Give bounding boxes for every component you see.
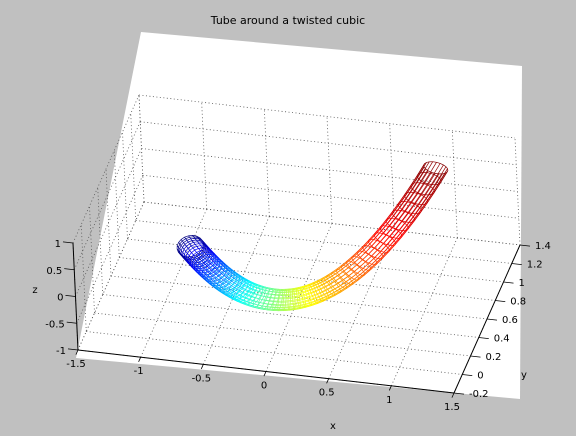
z-tick-label: 1 [55,239,61,250]
z-tick-label: 0 [57,293,63,304]
y-axis-label: y [521,370,527,381]
y-tick-label: -0.2 [469,389,489,400]
z-tick-mark [65,295,75,296]
y-tick-label: 0.4 [494,334,510,345]
y-tick-label: 1.2 [527,260,543,271]
z-tick-mark [63,242,73,243]
x-tick-label: -1 [134,366,144,377]
axes-box [76,32,522,399]
z-tick-mark [68,349,78,350]
y-tick-label: 0.8 [510,297,526,308]
x-axis-label: x [330,421,336,432]
y-tick-label: 0.2 [486,352,502,363]
y-tick-label: 0.6 [502,315,518,326]
z-tick-label: -1 [56,346,66,357]
y-tick-label: 1.4 [535,241,551,252]
x-tick-mark [452,393,454,398]
x-tick-label: -1.5 [66,359,86,370]
x-tick-label: 1 [386,395,392,406]
z-tick-mark [67,322,77,323]
z-tick-label: 0.5 [46,266,62,277]
z-tick-mark [64,269,74,270]
x-tick-label: 0 [261,381,267,392]
y-tick-label: 1 [519,278,525,289]
x-tick-label: 1.5 [444,402,460,413]
z-axis-label: z [32,285,37,296]
y-tick-label: 0 [477,371,483,382]
x-tick-label: 0.5 [319,388,335,399]
chart-title: Tube around a twisted cubic [210,14,365,27]
x-tick-label: -0.5 [192,373,212,384]
y-tick-mark [520,245,530,246]
z-tick-label: -0.5 [45,319,65,330]
